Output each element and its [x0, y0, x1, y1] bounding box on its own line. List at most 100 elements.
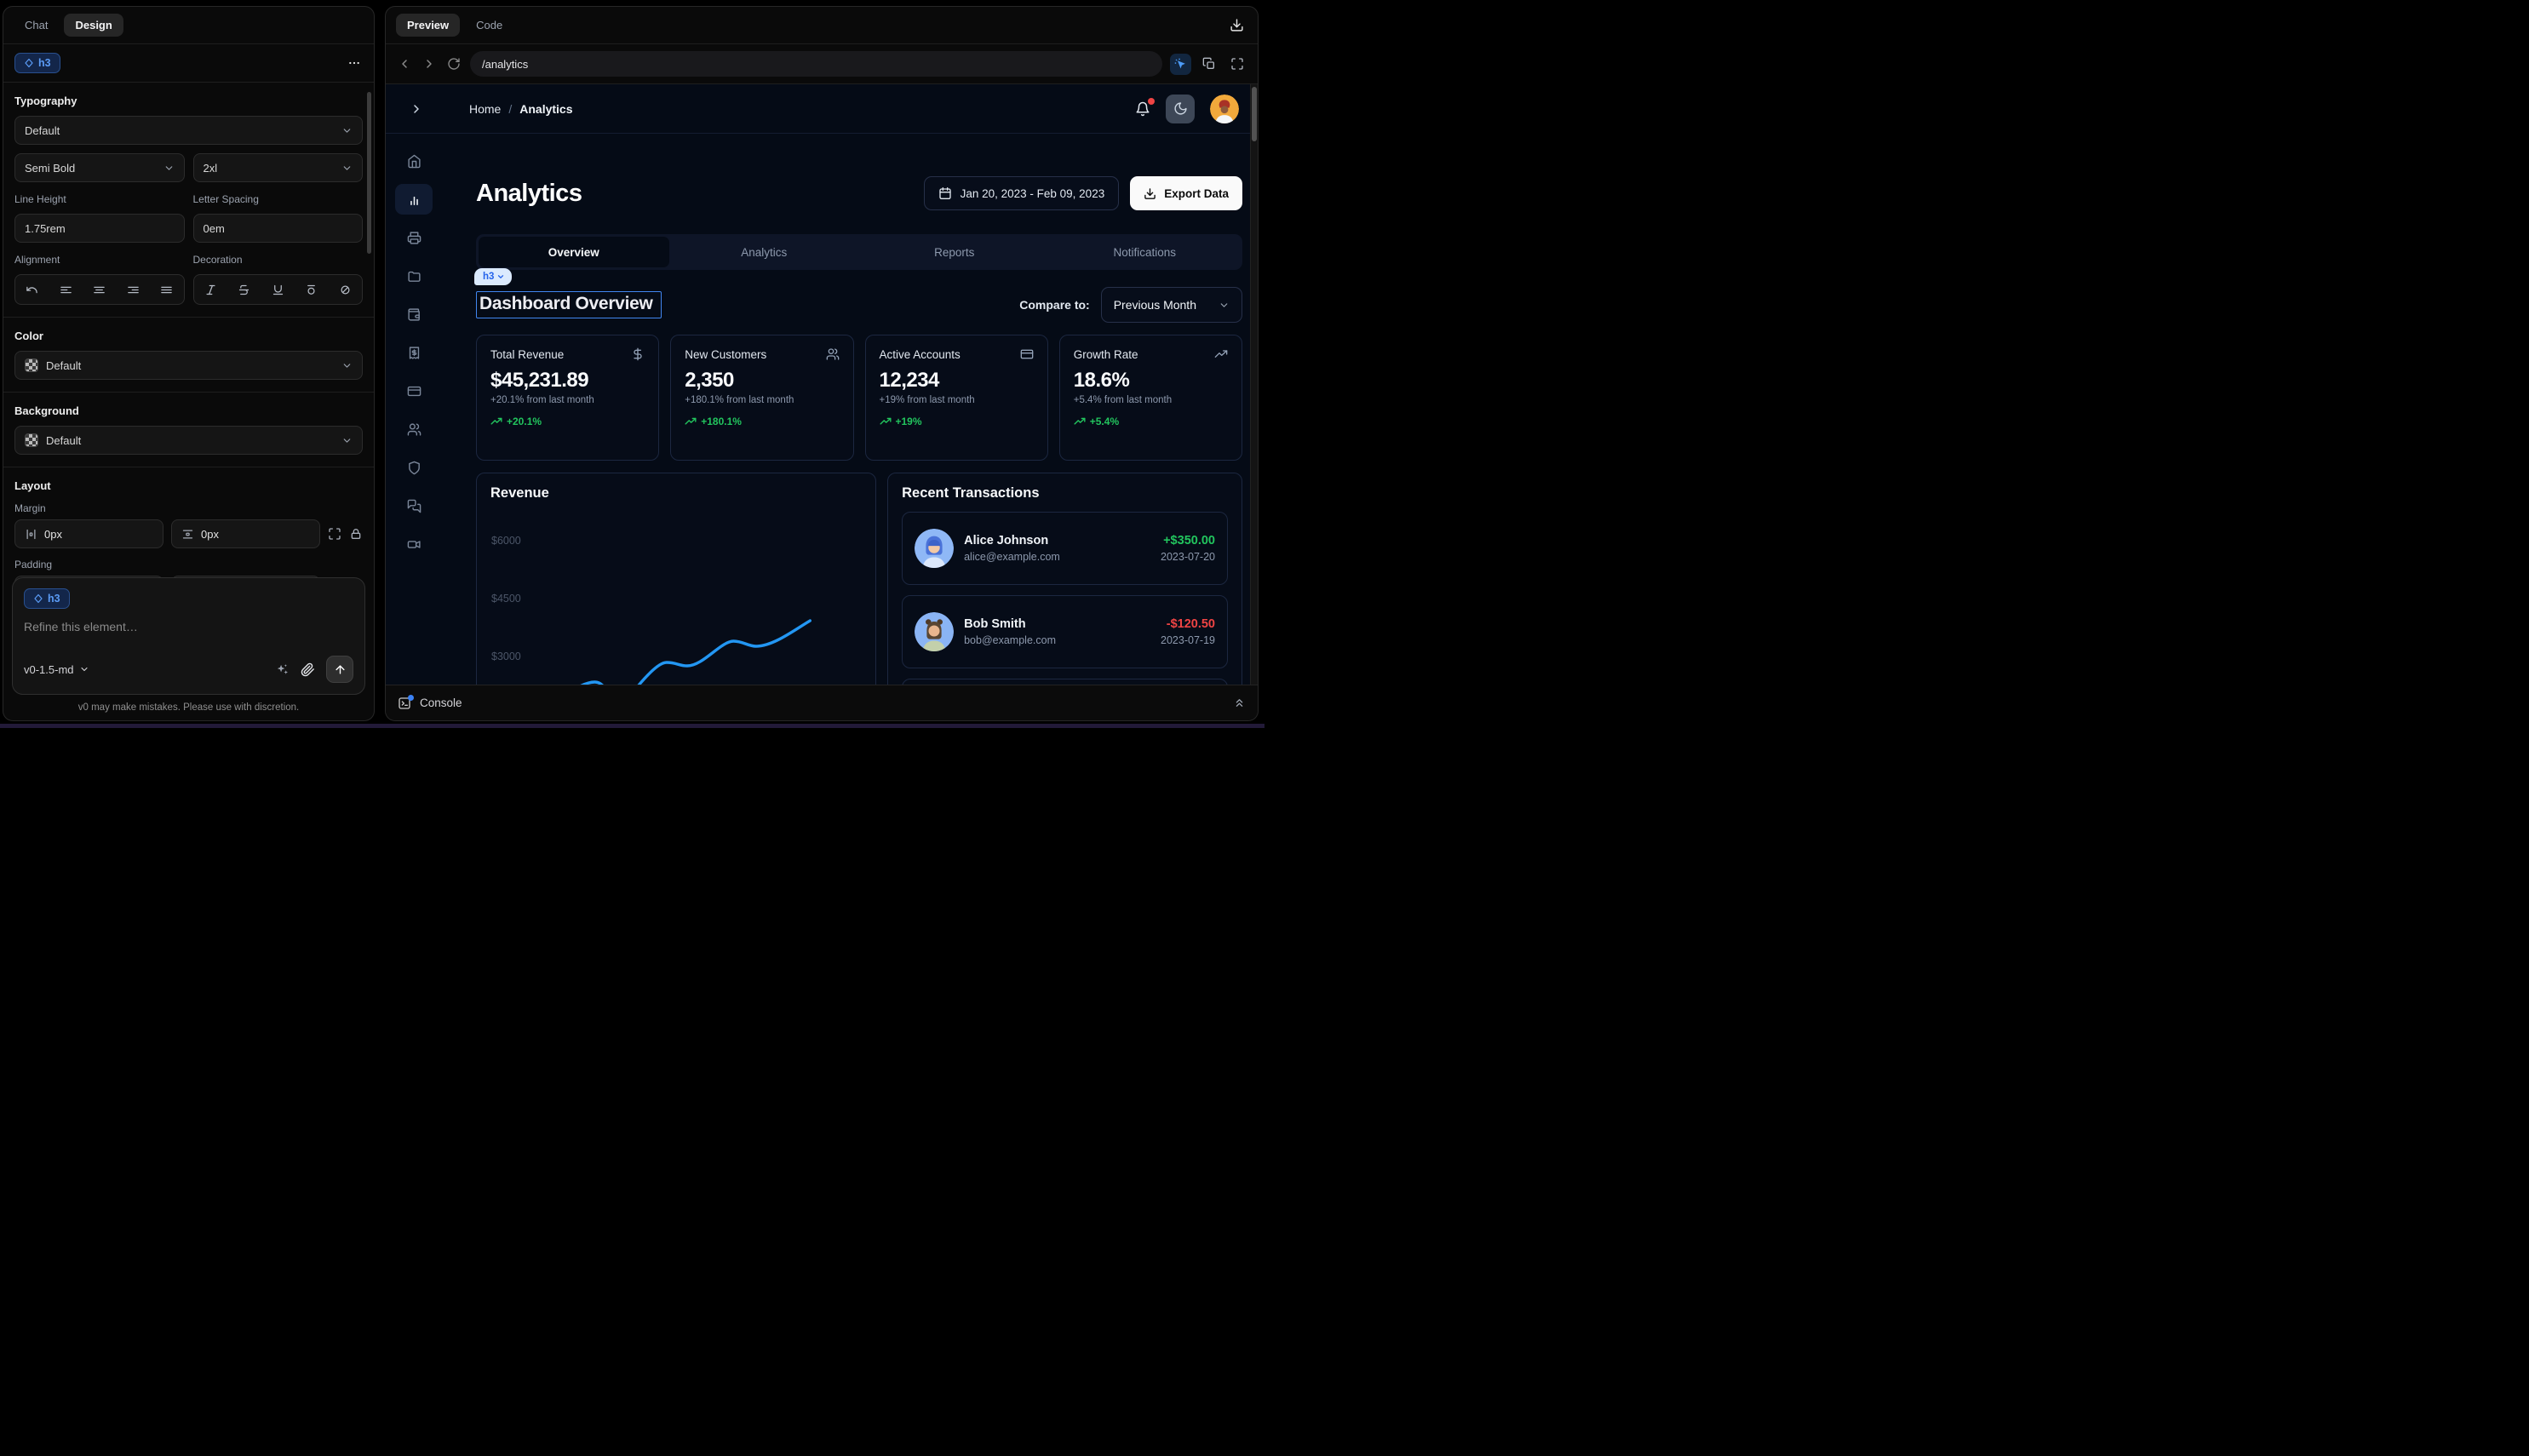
alignment-label: Alignment	[14, 254, 60, 266]
fullscreen-button[interactable]	[1227, 54, 1247, 74]
y-axis-tick: $6000	[491, 535, 521, 547]
expand-icon[interactable]	[328, 527, 341, 541]
color-swatch	[25, 358, 38, 372]
transaction-name: Bob Smith	[964, 617, 1026, 631]
sidebar-item-receipts[interactable]	[395, 337, 433, 368]
scrollbar-thumb[interactable]	[1252, 87, 1257, 141]
underline-icon[interactable]	[272, 284, 284, 296]
margin-vertical-icon	[182, 530, 193, 538]
letter-spacing-input[interactable]: 0em	[192, 214, 363, 243]
lock-icon[interactable]	[349, 527, 363, 541]
element-tag-badge[interactable]: h3	[474, 268, 513, 285]
letter-spacing-value: 0em	[203, 221, 225, 235]
strikethrough-icon[interactable]	[238, 284, 250, 296]
url-input[interactable]	[470, 51, 1162, 77]
paperclip-icon[interactable]	[301, 662, 315, 677]
transaction-row[interactable]: Alice Johnson alice@example.com +$350.00…	[902, 512, 1228, 585]
sparkles-icon[interactable]	[275, 662, 290, 677]
stat-trend-value: +19%	[895, 416, 922, 427]
breadcrumb-home[interactable]: Home	[469, 101, 502, 116]
stat-change: +180.1% from last month	[685, 395, 794, 405]
tab-chat[interactable]: Chat	[25, 19, 49, 32]
sidebar-item-files[interactable]	[395, 261, 433, 291]
user-avatar[interactable]	[1210, 94, 1239, 123]
background-select[interactable]: Default	[14, 426, 363, 455]
sidebar-item-users[interactable]	[395, 414, 433, 444]
tab-code[interactable]: Code	[476, 19, 503, 32]
font-size-select[interactable]: 2xl	[192, 153, 363, 182]
export-data-button[interactable]: Export Data	[1130, 176, 1242, 210]
alignment-group	[14, 274, 185, 305]
console-expand-button[interactable]	[1233, 696, 1246, 709]
align-center-icon[interactable]	[93, 284, 106, 296]
panel-scrollbar[interactable]	[367, 92, 371, 254]
font-family-select[interactable]: Default	[14, 116, 363, 145]
layout-heading: Layout	[14, 479, 51, 492]
selected-element-badge[interactable]: h3	[14, 53, 60, 73]
no-decoration-icon[interactable]	[339, 284, 352, 296]
sidebar-item-home[interactable]	[395, 146, 433, 176]
sidebar-item-invoices[interactable]	[395, 222, 433, 253]
forward-button[interactable]	[421, 55, 438, 72]
sidebar-item-analytics[interactable]	[395, 184, 433, 215]
date-range-button[interactable]: Jan 20, 2023 - Feb 09, 2023	[923, 176, 1120, 210]
tab-preview[interactable]: Preview	[396, 14, 461, 37]
tab-analytics[interactable]: Analytics	[741, 245, 788, 259]
letter-spacing-label: Letter Spacing	[192, 193, 259, 205]
console-bar[interactable]: Console	[386, 685, 1258, 720]
line-height-input[interactable]: 1.75rem	[14, 214, 185, 243]
align-right-icon[interactable]	[127, 284, 140, 296]
tab-overview[interactable]: Overview	[479, 237, 669, 267]
notifications-button[interactable]	[1135, 97, 1155, 117]
section-title-selected[interactable]: Dashboard Overview	[476, 291, 662, 318]
transaction-amount: +$350.00	[1163, 534, 1215, 547]
compare-select[interactable]: Previous Month	[1100, 287, 1242, 323]
tab-design[interactable]: Design	[64, 14, 123, 37]
color-select[interactable]: Default	[14, 351, 363, 380]
sidebar-item-video[interactable]	[395, 529, 433, 559]
theme-toggle-button[interactable]	[1166, 94, 1195, 123]
tab-notifications[interactable]: Notifications	[1113, 245, 1177, 259]
overline-icon[interactable]	[305, 284, 318, 296]
refine-input[interactable]	[24, 620, 353, 633]
viewport-scrollbar[interactable]	[1250, 84, 1258, 685]
margin-y-input[interactable]: 0px	[171, 519, 320, 548]
credit-card-icon	[1020, 349, 1034, 359]
font-weight-select[interactable]: Semi Bold	[14, 153, 185, 182]
tab-reports[interactable]: Reports	[934, 245, 975, 259]
send-button[interactable]	[326, 656, 353, 683]
sidebar-item-messages[interactable]	[395, 490, 433, 521]
ellipsis-icon	[349, 61, 359, 65]
align-left-icon[interactable]	[60, 284, 72, 296]
composer-element-badge[interactable]: h3	[24, 588, 70, 609]
model-select[interactable]: v0-1.5-md	[24, 663, 89, 676]
avatar	[915, 529, 955, 568]
disclaimer-text: v0 may make mistakes. Please use with di…	[77, 702, 300, 713]
transaction-row[interactable]: Bob Smith bob@example.com -$120.50 2023-…	[902, 595, 1228, 668]
copy-button[interactable]	[1199, 54, 1219, 74]
sidebar-item-cards[interactable]	[395, 375, 433, 406]
italic-icon[interactable]	[204, 284, 217, 296]
sidebar-item-wallet[interactable]	[395, 299, 433, 330]
section-divider	[3, 317, 374, 318]
download-icon	[1144, 187, 1156, 199]
users-icon	[826, 348, 839, 360]
compare-label: Compare to:	[1019, 298, 1090, 312]
margin-x-input[interactable]: 0px	[14, 519, 163, 548]
undo-icon[interactable]	[26, 284, 38, 296]
background-value: Default	[46, 433, 82, 447]
receipt-icon	[409, 346, 419, 359]
refresh-button[interactable]	[445, 55, 462, 72]
preview-tab-bar: Preview Code	[386, 7, 1258, 44]
sidebar-toggle[interactable]	[410, 102, 423, 116]
page-title: Analytics	[476, 179, 582, 207]
transactions-title: Recent Transactions	[902, 485, 1040, 501]
back-button[interactable]	[396, 55, 413, 72]
download-button[interactable]	[1226, 14, 1247, 36]
more-options-button[interactable]	[346, 54, 363, 72]
sidebar-item-security[interactable]	[395, 452, 433, 483]
transaction-row-partial[interactable]	[902, 679, 1228, 685]
select-element-tool[interactable]	[1170, 53, 1191, 75]
transaction-date: 2023-07-20	[1161, 551, 1215, 563]
align-justify-icon[interactable]	[160, 284, 173, 296]
